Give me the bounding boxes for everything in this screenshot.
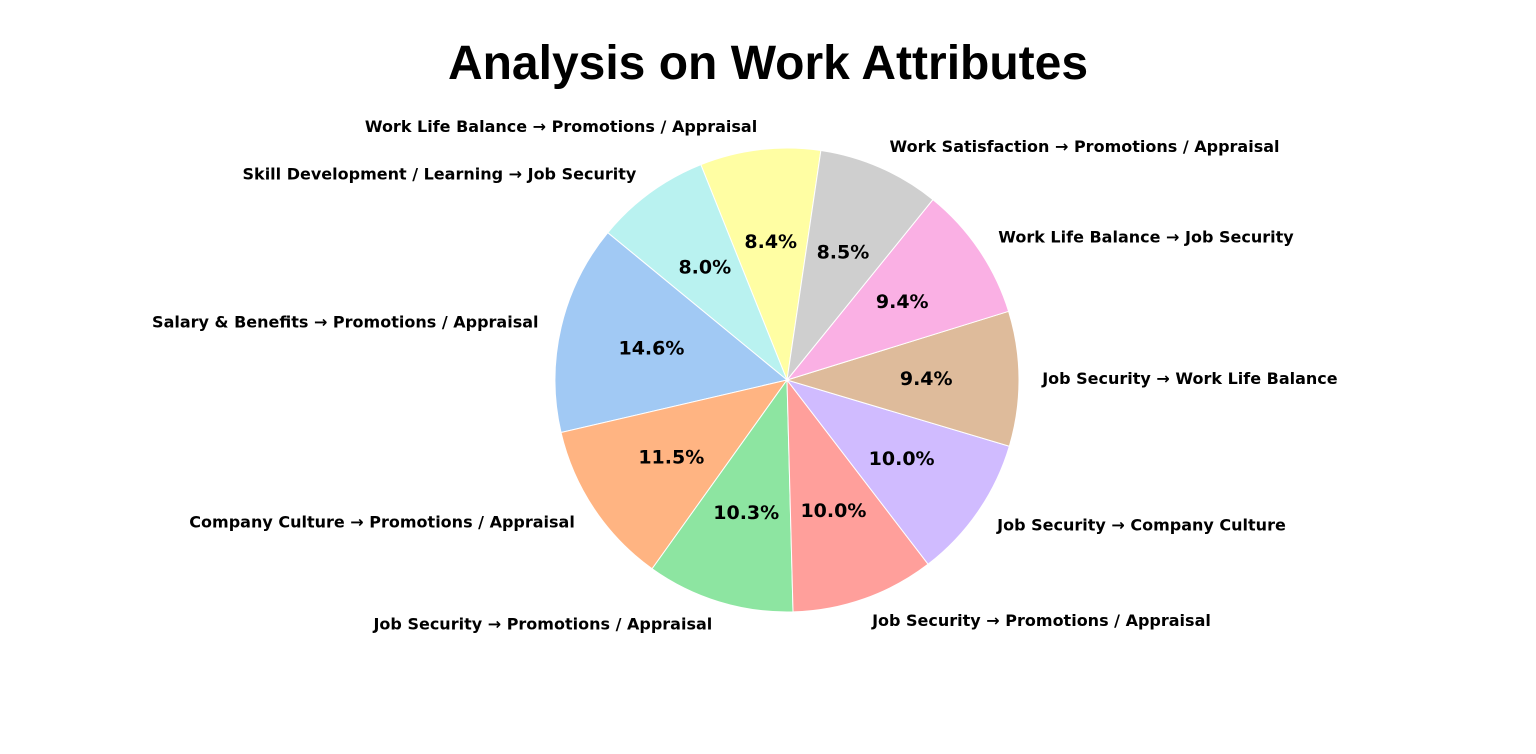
slice-category-label: Work Life Balance → Job Security (998, 227, 1294, 246)
pie-slice-4 (560, 379, 789, 570)
pie-slice-3 (554, 231, 789, 434)
pie-slice-2 (607, 163, 788, 381)
slice-percent-label: 10.0% (800, 500, 866, 522)
slice-category-label: Skill Development / Learning → Job Secur… (243, 165, 637, 184)
slice-category-label: Work Satisfaction → Promotions / Apprais… (890, 137, 1280, 156)
slice-category-label: Job Security → Promotions / Appraisal (372, 615, 712, 634)
pie-slice-6 (786, 378, 929, 613)
pie-slice-5 (651, 378, 794, 613)
pie-slice-1 (700, 147, 822, 382)
pie-slice-7 (785, 379, 1010, 565)
slice-percent-label: 14.6% (618, 337, 684, 359)
slice-percent-label: 11.5% (638, 446, 704, 468)
slice-percent-label: 8.4% (744, 231, 797, 253)
pie-slice-10 (786, 149, 934, 382)
slice-category-label: Job Security → Promotions / Appraisal (871, 611, 1211, 630)
slice-percent-label: 8.0% (678, 257, 731, 279)
slice-category-label: Company Culture → Promotions / Appraisal (189, 512, 575, 531)
slice-category-label: Salary & Benefits → Promotions / Apprais… (152, 312, 538, 331)
slice-category-label: Work Life Balance → Promotions / Apprais… (365, 117, 757, 136)
slice-percent-label: 10.3% (713, 502, 779, 524)
chart-title: Analysis on Work Attributes (447, 37, 1089, 90)
slice-percent-label: 10.0% (869, 448, 935, 470)
pie-slice-9 (785, 198, 1010, 381)
slice-percent-label: 9.4% (876, 291, 929, 313)
slice-category-label: Job Security → Company Culture (996, 515, 1286, 534)
slice-percent-label: 9.4% (900, 368, 953, 390)
slice-category-label: Job Security → Work Life Balance (1041, 369, 1338, 388)
slice-percent-label: 8.5% (817, 242, 870, 264)
pie-slice-8 (785, 310, 1020, 447)
